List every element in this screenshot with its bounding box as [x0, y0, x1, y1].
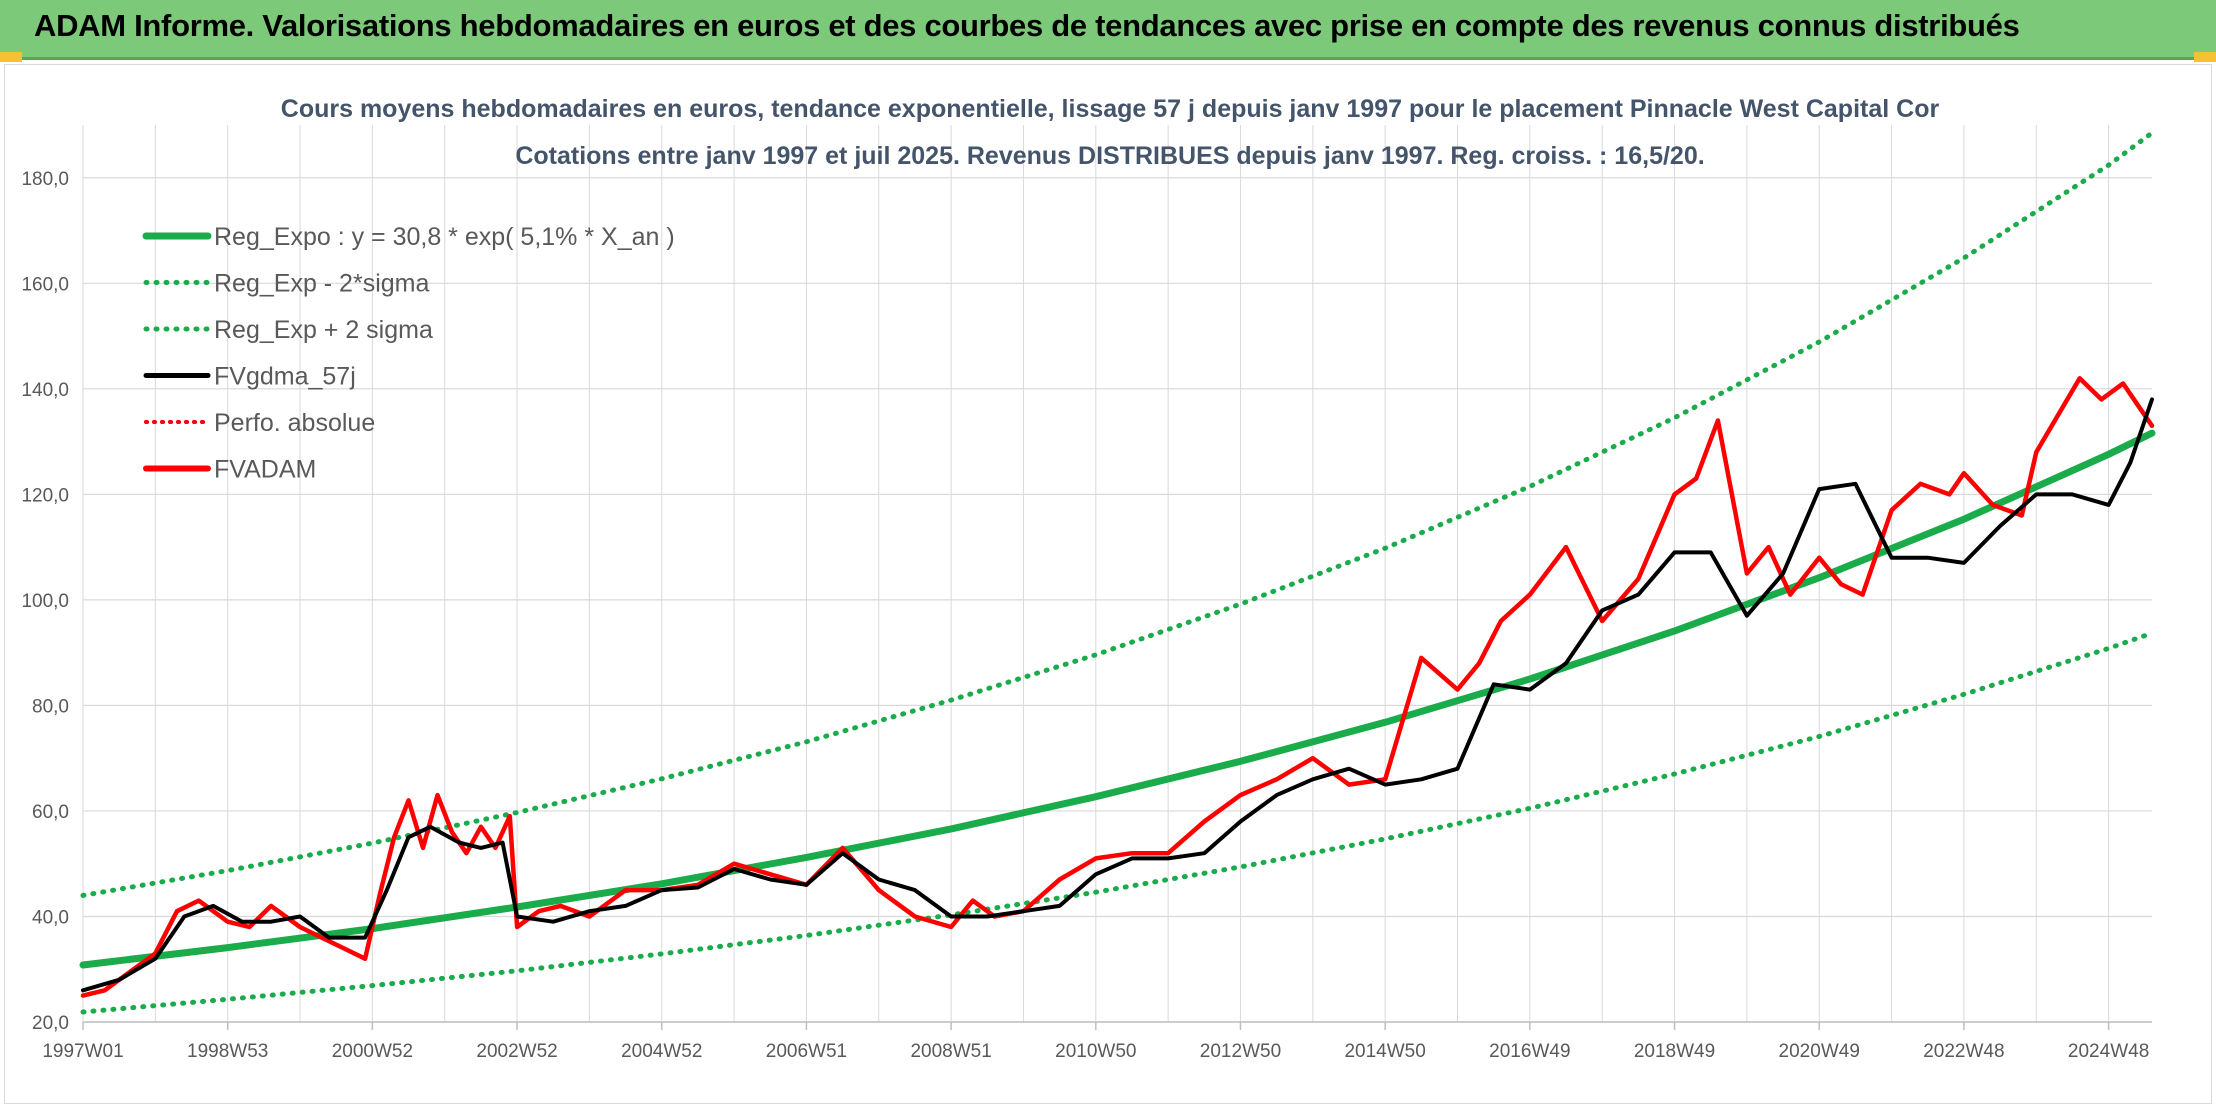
legend-fvgdma-label: FVgdma_57j	[214, 363, 356, 391]
series-layer	[79, 130, 2156, 1015]
x-tick-label: 2014W50	[1344, 1041, 1425, 1062]
y-tick-label: 140,0	[21, 380, 69, 401]
y-tick-label: 100,0	[21, 591, 69, 612]
grid-layer	[82, 125, 2152, 1023]
x-tick-label: 2018W49	[1634, 1041, 1715, 1062]
x-tick-label: 2016W49	[1489, 1041, 1570, 1062]
banner-corner-right	[2194, 52, 2216, 62]
x-tick-label: 1998W53	[187, 1041, 268, 1062]
chart-title: Cours moyens hebdomadaires en euros, ten…	[281, 95, 1940, 123]
legend-reg-expo-label: Reg_Expo : y = 30,8 * exp( 5,1% * X_an )	[214, 223, 675, 251]
y-tick-label: 40,0	[32, 907, 69, 928]
y-tick-label: 120,0	[21, 485, 69, 506]
banner-corner-left	[0, 52, 22, 62]
tick-layer: 20,0 40,0 60,0 80,0 100,0 120,0 140,0 160,0 180,…	[21, 169, 2149, 1062]
y-tick-label: 60,0	[32, 802, 69, 823]
reg-exp-plus-2sigma-line	[80, 130, 2155, 898]
y-tick-label: 160,0	[21, 274, 69, 295]
x-tick-label: 2020W49	[1779, 1041, 1860, 1062]
legend: Reg_Expo : y = 30,8 * exp( 5,1% * X_an )…	[142, 223, 675, 484]
report-title: ADAM Informe. Valorisations hebdomadaire…	[34, 8, 2020, 43]
legend-fvadam-label: FVADAM	[214, 456, 316, 484]
x-tick-label: 2000W52	[332, 1041, 413, 1062]
x-tick-label: 2010W50	[1055, 1041, 1136, 1062]
x-tick-label: 1997W01	[42, 1041, 123, 1062]
fvgdma-57j-line	[81, 397, 2154, 993]
x-tick-label: 2008W51	[910, 1041, 991, 1062]
x-tick-label: 2024W48	[2068, 1041, 2149, 1062]
x-tick-label: 2022W48	[1923, 1041, 2004, 1062]
chart-subtitle: Cotations entre janv 1997 et juil 2025. …	[515, 142, 1704, 170]
x-tick-label: 2004W52	[621, 1041, 702, 1062]
reg-exp-minus-2sigma-line	[80, 630, 2155, 1015]
x-tick-label: 2006W51	[766, 1041, 847, 1062]
legend-reg-exp-plus-label: Reg_Exp + 2 sigma	[214, 316, 433, 344]
chart-area	[4, 64, 2212, 1104]
report-banner: ADAM Informe. Valorisations hebdomadaire…	[0, 0, 2216, 60]
fvadam-line	[80, 376, 2155, 998]
reg-expo-line	[79, 429, 2156, 969]
y-tick-label: 180,0	[21, 169, 69, 190]
y-tick-label: 20,0	[32, 1013, 69, 1034]
legend-perfo-label: Perfo. absolue	[214, 409, 375, 437]
x-tick-label: 2002W52	[476, 1041, 557, 1062]
x-tick-label: 2012W50	[1200, 1041, 1281, 1062]
legend-reg-exp-minus-label: Reg_Exp - 2*sigma	[214, 270, 429, 298]
y-tick-label: 80,0	[32, 696, 69, 717]
